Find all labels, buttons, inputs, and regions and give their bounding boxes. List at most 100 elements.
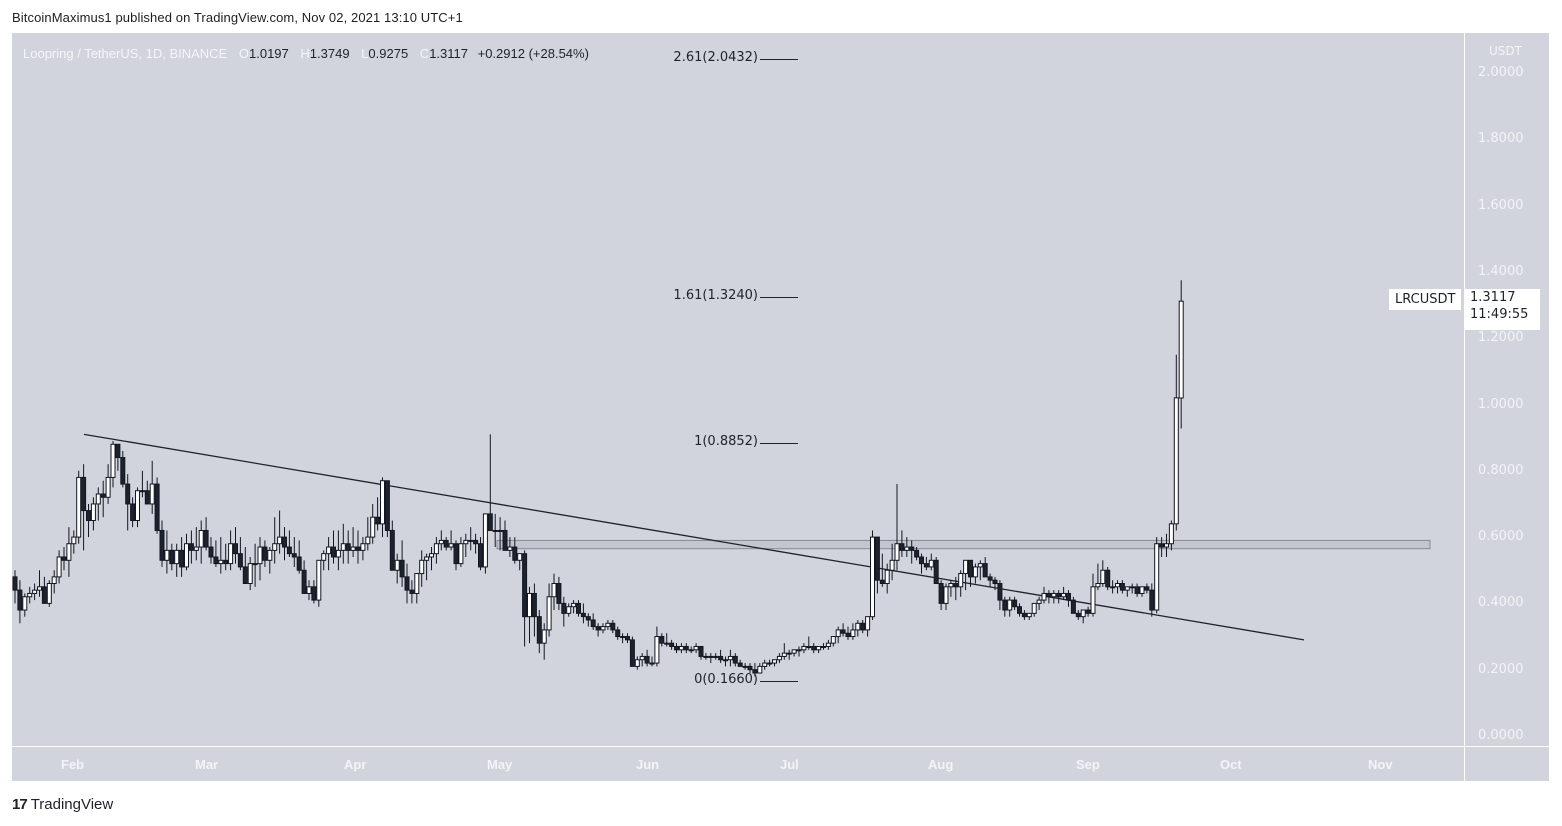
candle-body bbox=[233, 543, 238, 555]
price-tick-label: 1.2000 bbox=[1478, 330, 1524, 346]
candle-body bbox=[1041, 592, 1047, 601]
candle-body bbox=[12, 576, 18, 591]
candle-body bbox=[360, 543, 366, 551]
candle-body bbox=[375, 516, 381, 525]
time-tick-label: Jul bbox=[780, 757, 799, 772]
candle-body bbox=[193, 546, 199, 551]
fib-level-line[interactable] bbox=[760, 443, 798, 444]
time-scale-divider bbox=[12, 746, 1549, 747]
candle-body bbox=[164, 549, 170, 561]
candle-body bbox=[1090, 586, 1096, 614]
fib-level-label: 1.61(1.3240) bbox=[673, 288, 758, 304]
candle-body bbox=[1056, 592, 1062, 598]
candle-body bbox=[311, 586, 317, 601]
candle-body bbox=[879, 579, 885, 585]
candle-body bbox=[899, 543, 905, 551]
time-tick-label: Sep bbox=[1076, 757, 1100, 772]
candle-body bbox=[845, 632, 851, 638]
candle-body bbox=[556, 583, 562, 604]
candle-body bbox=[272, 543, 278, 551]
time-tick-label: Nov bbox=[1368, 757, 1393, 772]
candle-body bbox=[203, 529, 209, 548]
price-tick-label: 1.4000 bbox=[1478, 263, 1524, 279]
candle-body bbox=[737, 662, 743, 667]
candle-body bbox=[37, 586, 42, 591]
price-tick-label: 1.6000 bbox=[1478, 197, 1524, 213]
candle-body bbox=[1066, 592, 1071, 601]
candle-body bbox=[458, 543, 464, 565]
symbol-description: Loopring / TetherUS, 1D, BINANCE bbox=[23, 46, 228, 61]
candle-body bbox=[742, 665, 748, 668]
candle-body bbox=[350, 546, 356, 551]
open-value: 1.0197 bbox=[249, 46, 289, 61]
candle-body bbox=[76, 476, 82, 538]
candle-body bbox=[213, 556, 219, 565]
price-tick-label: 1.0000 bbox=[1478, 396, 1524, 412]
candle-body bbox=[561, 602, 567, 614]
candle-body bbox=[948, 583, 954, 588]
candle-body bbox=[654, 636, 660, 664]
candle-body bbox=[443, 539, 449, 548]
change-value: +0.2912 (+28.54%) bbox=[477, 46, 589, 61]
candle-body bbox=[566, 606, 572, 614]
candle-body bbox=[644, 655, 650, 664]
fib-level-label: 2.61(2.0432) bbox=[673, 49, 758, 65]
price-tick-label: 0.4000 bbox=[1478, 595, 1524, 611]
candle-body bbox=[757, 665, 763, 674]
candle-body bbox=[683, 645, 689, 651]
candle-body bbox=[394, 559, 400, 571]
fib-level-line[interactable] bbox=[760, 59, 798, 60]
candle-body bbox=[61, 556, 67, 561]
candle-body bbox=[71, 536, 77, 545]
candle-body bbox=[1017, 606, 1022, 614]
candle-body bbox=[1070, 599, 1076, 614]
candle-body bbox=[27, 592, 33, 598]
candle-body bbox=[933, 559, 939, 585]
fib-level-line[interactable] bbox=[760, 681, 798, 682]
candle-body bbox=[830, 636, 836, 644]
candle-body bbox=[576, 602, 581, 614]
candle-body bbox=[1164, 543, 1169, 548]
fib-level-line[interactable] bbox=[760, 297, 798, 298]
candle-body bbox=[865, 616, 871, 631]
candle-body bbox=[277, 536, 283, 545]
candle-body bbox=[321, 553, 327, 561]
candle-body bbox=[767, 662, 773, 665]
candle-body bbox=[291, 553, 297, 558]
candle-body bbox=[174, 549, 180, 565]
candle-body bbox=[752, 669, 758, 674]
candle-body bbox=[546, 596, 552, 631]
candle-body bbox=[1075, 612, 1081, 618]
candle-body bbox=[806, 645, 812, 648]
candle-body bbox=[282, 536, 287, 548]
candle-body bbox=[159, 529, 165, 561]
candle-body bbox=[1134, 586, 1140, 594]
candle-body bbox=[791, 649, 797, 654]
descending-trendline bbox=[83, 433, 1305, 641]
candle-body bbox=[762, 662, 768, 667]
candle-body bbox=[1085, 609, 1091, 614]
candle-body bbox=[1036, 599, 1042, 604]
candle-body bbox=[340, 543, 346, 551]
candle-body bbox=[541, 629, 547, 644]
candle-body bbox=[473, 539, 479, 545]
open-label: O bbox=[238, 46, 249, 61]
tradingview-footer[interactable]: 17 TradingView bbox=[12, 796, 113, 813]
candle-body bbox=[629, 639, 635, 667]
last-price-value: 1.3117 bbox=[1470, 290, 1516, 305]
candle-body bbox=[870, 536, 875, 618]
candle-body bbox=[345, 543, 351, 551]
candle-body bbox=[551, 583, 557, 598]
candle-body bbox=[487, 513, 493, 531]
candle-body bbox=[732, 655, 738, 664]
candle-body bbox=[502, 529, 508, 551]
tradingview-logo-icon: 17 bbox=[12, 796, 28, 813]
candle-body bbox=[1173, 397, 1179, 525]
candle-body bbox=[267, 549, 273, 561]
candle-body bbox=[821, 645, 826, 648]
candle-body bbox=[218, 559, 224, 565]
candle-body bbox=[517, 553, 523, 561]
candle-body bbox=[1149, 589, 1155, 611]
candle-body bbox=[919, 556, 924, 565]
